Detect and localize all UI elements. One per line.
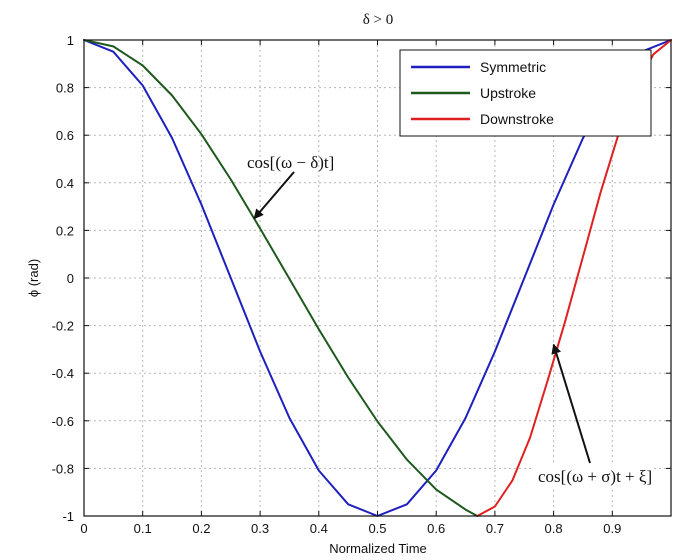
- annotation-upstroke-formula: cos[(ω − δ)t]: [247, 153, 334, 172]
- x-tick-label: 0.9: [603, 521, 621, 536]
- y-tick-label: -0.6: [52, 414, 74, 429]
- x-tick-label: 0: [80, 521, 87, 536]
- annotations: cos[(ω − δ)t] cos[(ω + σ)t + ξ]: [247, 153, 652, 489]
- y-tick-label: -1: [62, 509, 74, 524]
- legend-label-symmetric: Symmetric: [480, 59, 546, 75]
- x-tick-label: 0.6: [427, 521, 445, 536]
- x-tick-label: 0.2: [192, 521, 210, 536]
- y-tick-label: -0.2: [52, 319, 74, 334]
- x-tick-label: 0.8: [545, 521, 563, 536]
- x-tick-label: 0.1: [134, 521, 152, 536]
- series-line-upstroke: [83, 39, 479, 517]
- x-tick-label: 0.7: [486, 521, 504, 536]
- y-tick-label: 0.6: [56, 128, 74, 143]
- y-tick-label: 0.8: [56, 81, 74, 96]
- x-axis-label: Normalized Time: [329, 541, 427, 556]
- y-tick-label: 0.2: [56, 223, 74, 238]
- y-tick-label: 0.4: [56, 176, 74, 191]
- y-tick-label: -0.8: [52, 461, 74, 476]
- x-tick-label: 0.4: [310, 521, 328, 536]
- x-tick-label: 0.3: [251, 521, 269, 536]
- y-tick-label: -0.4: [52, 366, 74, 381]
- annotation-downstroke-formula: cos[(ω + σ)t + ξ]: [538, 467, 652, 486]
- legend-label-upstroke: Upstroke: [480, 85, 536, 101]
- y-tick-label: 0: [67, 271, 74, 286]
- ticks: 0 0.1 0.2 0.3 0.4 0.5 0.6 0.7 0.8 0.9 -1 -0.8 -0.6 -0…: [52, 33, 671, 536]
- annotation-background: [533, 464, 653, 489]
- y-axis-label: ϕ (rad): [26, 259, 41, 297]
- grid: [84, 40, 671, 516]
- annotation-downstroke-arrow: [551, 343, 591, 464]
- x-tick-label: 0.5: [368, 521, 386, 536]
- y-tick-label: 1: [67, 33, 74, 48]
- chart-title: δ > 0: [363, 12, 394, 28]
- annotation-upstroke-arrow: [253, 171, 295, 220]
- legend-label-downstroke: Downstroke: [480, 111, 554, 127]
- legend: Symmetric Upstroke Downstroke: [399, 49, 652, 137]
